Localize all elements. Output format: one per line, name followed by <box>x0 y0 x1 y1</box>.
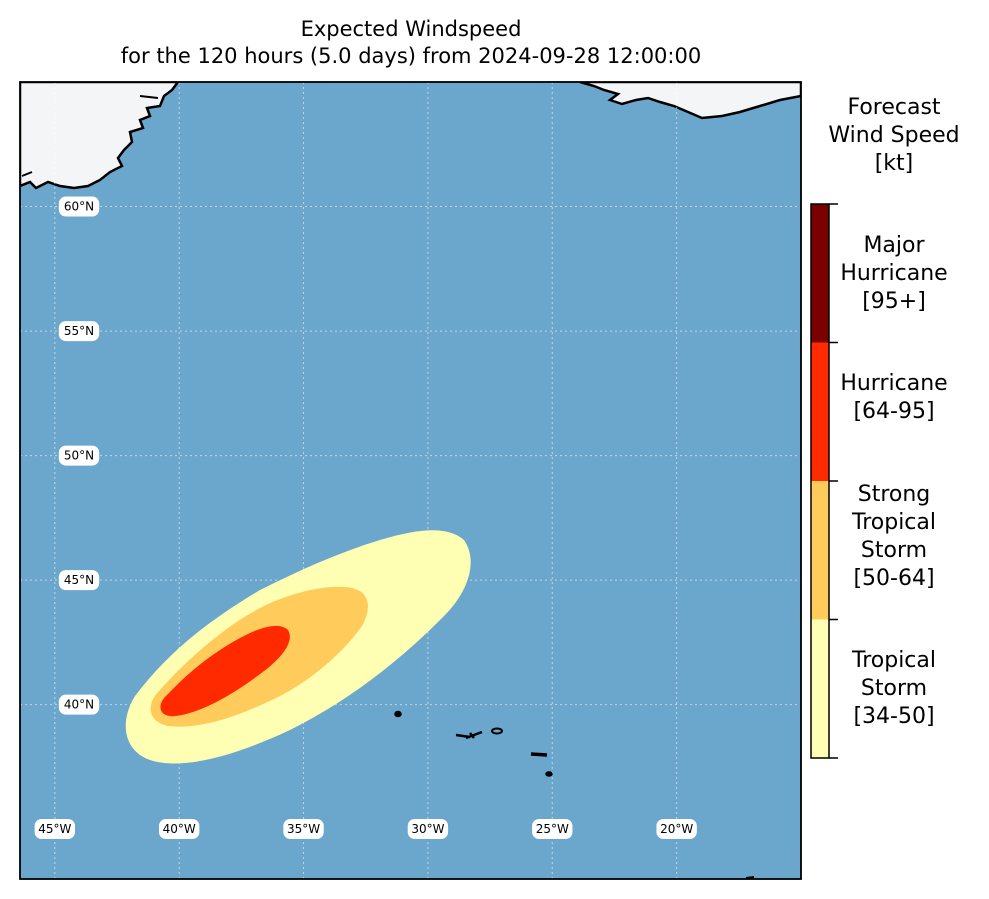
swath-hurricane <box>160 625 290 717</box>
legend-label-line: Hurricane <box>840 261 948 286</box>
small-island-bottom-right <box>745 876 755 879</box>
colorbar-frame <box>810 203 830 759</box>
colorbar-title-line3: [kt] <box>874 151 914 176</box>
latitude-label: 45°N <box>58 570 100 591</box>
azores-santa-maria <box>545 771 553 777</box>
azores-sao-miguel <box>530 752 548 757</box>
svg-text:55°N: 55°N <box>64 324 94 338</box>
legend-tropical-storm: Tropical Storm [34-50] <box>812 647 976 731</box>
colorbar-title-line2: Wind Speed <box>828 123 960 148</box>
longitude-label: 25°W <box>532 819 573 839</box>
legend-label-line: Tropical <box>852 648 936 673</box>
map-title-line1: Expected Windspeed <box>300 17 522 41</box>
azores-islands <box>394 710 553 777</box>
map-title: Expected Windspeed for the 120 hours (5.… <box>20 16 802 70</box>
latitude-label: 50°N <box>58 445 100 466</box>
svg-text:20°W: 20°W <box>660 822 693 836</box>
latitude-label: 55°N <box>58 321 100 342</box>
svg-text:30°W: 30°W <box>411 822 444 836</box>
legend-label-line: Strong <box>857 482 931 507</box>
longitude-label: 45°W <box>34 819 76 839</box>
longitude-labels: 45°W 40°W 35°W 30°W 25°W 20°W <box>34 819 697 839</box>
legend-strong-tropical-storm: Strong Tropical Storm [50-64] <box>812 481 976 593</box>
ocean <box>20 82 801 879</box>
svg-text:40°W: 40°W <box>163 822 196 836</box>
legend-label-line: [64-95] <box>853 399 935 424</box>
svg-text:45°W: 45°W <box>38 822 71 836</box>
azores-terceira <box>491 727 503 735</box>
legend-label-line: Hurricane <box>840 371 948 396</box>
latitude-label: 60°N <box>58 196 100 217</box>
svg-text:60°N: 60°N <box>64 200 94 214</box>
legend-label-line: Major <box>863 233 925 258</box>
colorbar-segment <box>811 619 829 758</box>
colorbar <box>811 203 838 759</box>
legend-label-line: Storm <box>860 676 928 701</box>
legend-label-line: Storm <box>860 538 928 563</box>
legend-label-line: [95+] <box>862 289 926 314</box>
longitude-label: 30°W <box>407 819 449 839</box>
azores-flores <box>394 710 402 718</box>
legend-hurricane: Hurricane [64-95] <box>812 370 976 426</box>
longitude-label: 40°W <box>158 819 200 839</box>
colorbar-title-line1: Forecast <box>847 95 941 120</box>
legend-label-line: Tropical <box>852 510 936 535</box>
map-title-line2: for the 120 hours (5.0 days) from 2024-0… <box>120 44 702 68</box>
svg-text:25°W: 25°W <box>536 822 569 836</box>
legend-label-line: [34-50] <box>853 704 935 729</box>
greenland-landmass <box>20 82 180 190</box>
legend-label-line: [50-64] <box>853 566 935 591</box>
colorbar-segment <box>811 204 829 343</box>
colorbar-segment <box>811 481 829 620</box>
colorbar-title: Forecast Wind Speed [kt] <box>812 94 976 178</box>
svg-text:45°N: 45°N <box>64 573 94 587</box>
map-frame <box>19 81 802 880</box>
greenland-fjord <box>21 95 159 177</box>
svg-text:50°N: 50°N <box>64 449 94 463</box>
longitude-label: 35°W <box>283 819 324 839</box>
legend-major-hurricane: Major Hurricane [95+] <box>812 232 976 316</box>
svg-text:35°W: 35°W <box>287 822 320 836</box>
latitude-label: 40°N <box>58 694 100 715</box>
svg-text:40°N: 40°N <box>64 698 94 712</box>
longitude-label: 20°W <box>656 819 697 839</box>
colorbar-segment <box>811 342 829 481</box>
azores-central-group <box>455 730 483 740</box>
iceland-landmass <box>579 82 801 120</box>
latitude-labels: 60°N 55°N 50°N 45°N 40°N <box>58 196 100 715</box>
